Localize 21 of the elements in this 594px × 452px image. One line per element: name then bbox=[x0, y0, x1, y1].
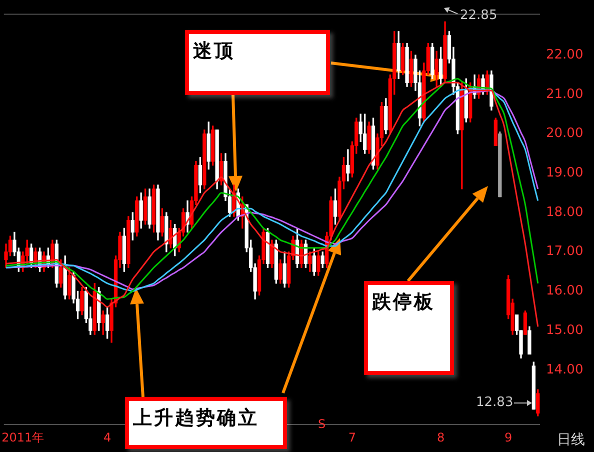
callout-box: 上升趋势确立 bbox=[125, 397, 287, 449]
annotation: 22.85 bbox=[460, 8, 498, 23]
x-tick-label: 8 bbox=[436, 430, 445, 444]
y-tick-label: 14.00 bbox=[546, 362, 584, 378]
y-tick-label: 17.00 bbox=[546, 244, 584, 260]
text: 日线 bbox=[557, 431, 585, 449]
x-tick-label: 2011年 bbox=[2, 430, 44, 444]
y-tick-label: 16.00 bbox=[546, 284, 584, 299]
y-tick-label: 20.00 bbox=[546, 126, 584, 142]
callout-box: 跌停板 bbox=[364, 281, 454, 375]
annotation: S bbox=[318, 417, 326, 431]
y-tick-label: 19.00 bbox=[546, 166, 584, 181]
y-tick-label: 15.00 bbox=[546, 322, 584, 338]
y-tick-label: 18.00 bbox=[546, 204, 584, 220]
callout-box: 迷顶 bbox=[185, 30, 330, 95]
x-tick-label: 7 bbox=[348, 430, 356, 444]
annotation: 12.83 bbox=[476, 395, 514, 410]
y-tick-label: 22.00 bbox=[546, 47, 584, 62]
x-tick-label: 9 bbox=[504, 430, 512, 444]
y-tick-label: 21.00 bbox=[546, 86, 584, 102]
x-tick-label: 4 bbox=[103, 430, 112, 444]
